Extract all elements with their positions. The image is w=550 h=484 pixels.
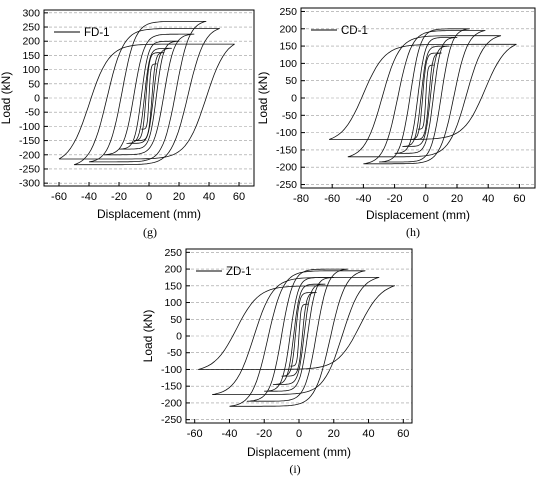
y-tick-label: -200 [161,397,182,409]
x-axis-title: Displacement (mm) [247,445,351,459]
panel-caption: (h) [406,225,420,239]
x-tick-label: -60 [187,428,203,440]
hysteresis-loop-3 [126,47,172,144]
legend-label: FD-1 [84,27,110,39]
x-tick-label: 40 [362,428,374,440]
hysteresis-loop-4 [118,40,180,150]
legend-label: CD-1 [341,25,368,37]
x-tick-label: 0 [296,428,302,440]
y-tick-label: 100 [22,64,40,76]
y-tick-label: 50 [285,75,297,87]
hysteresis-loop-7 [212,276,380,396]
y-tick-label: 200 [164,264,182,276]
y-tick-label: 300 [22,7,40,19]
y-tick-label: 50 [28,78,40,90]
y-tick-label: -200 [276,162,297,174]
chart-panel-1: -60 -40 -20 0 20 40 60-300-250-200-150-100-500… [0,7,255,239]
y-tick-label: 150 [22,50,40,62]
y-tick-label: 250 [22,22,40,34]
y-axis-title: Load (kN) [256,72,270,125]
y-tick-label: -100 [276,127,297,139]
x-tick-label: 60 [233,191,245,203]
hysteresis-loop-7 [73,28,220,166]
y-tick-label: -150 [276,144,297,156]
y-tick-label: -50 [25,107,40,119]
x-tick-label: 40 [482,193,494,205]
chart-panel-2: -80 -60 -40 -20 0 20 40 60-250-200-150-100-5005… [256,6,536,239]
y-tick-label: -100 [161,364,182,376]
y-tick-label: 0 [176,331,182,343]
y-tick-label: -50 [282,110,297,122]
y-tick-label: 200 [279,23,297,35]
y-tick-label: 150 [164,280,182,292]
y-tick-label: -300 [19,178,40,190]
legend-label: ZD-1 [226,266,252,278]
y-tick-label: 0 [291,93,297,105]
y-tick-label: -100 [19,121,40,133]
x-tick-label: 60 [513,193,525,205]
y-tick-label: 250 [164,247,182,259]
hysteresis-loop-6 [88,20,207,163]
y-tick-label: -250 [19,163,40,175]
hysteresis-loop-4 [394,37,458,154]
hysteresis-loop-6 [363,30,486,165]
chart-panel-3: -60 -40 -20 0 20 40 60-250-200-150-100-5005010… [141,247,413,476]
hysteresis-loop-8 [58,43,235,160]
hysteresis-loop-1 [141,63,157,130]
x-tick-label: -20 [387,193,403,205]
x-tick-label: -60 [324,193,340,205]
y-tick-label: 100 [164,297,182,309]
hysteresis-loop-2 [281,292,317,377]
x-tick-label: -20 [256,428,272,440]
y-tick-label: 250 [279,6,297,18]
y-tick-label: 50 [170,314,182,326]
x-axis-title: Displacement (mm) [97,207,201,221]
y-tick-label: -150 [19,135,40,147]
hysteresis-loop-6 [229,270,366,407]
x-tick-label: 20 [451,193,463,205]
x-tick-label: 20 [173,191,185,203]
hysteresis-loop-5 [378,28,470,163]
panel-caption: (g) [143,225,157,239]
x-tick-label: -60 [51,191,67,203]
hysteresis-loop-1 [290,303,309,367]
hysteresis-loop-5 [246,268,349,402]
y-tick-label: -200 [19,149,40,161]
panel-caption: (i) [289,462,300,476]
x-tick-label: -40 [355,193,371,205]
x-tick-label: 0 [146,191,152,203]
hysteresis-loop-3 [272,283,326,385]
y-tick-label: -250 [161,414,182,426]
x-tick-label: 40 [203,191,215,203]
x-tick-label: 60 [397,428,409,440]
y-tick-label: -250 [276,179,297,191]
x-tick-label: 20 [328,428,340,440]
y-axis-title: Load (kN) [141,310,155,363]
hysteresis-loop-2 [410,52,442,140]
x-tick-label: 0 [423,193,429,205]
x-axis-title: Displacement (mm) [366,208,470,222]
x-tick-label: -40 [81,191,97,203]
hysteresis-loop-5 [103,33,195,156]
hysteresis-loop-1 [417,64,435,130]
hysteresis-loop-7 [347,35,502,158]
y-tick-label: 150 [279,41,297,53]
y-tick-label: -150 [161,381,182,393]
hysteresis-loop-3 [402,45,450,147]
x-tick-label: -40 [222,428,238,440]
hysteresis-loop-8 [198,285,396,370]
x-tick-label: -80 [293,193,309,205]
y-tick-label: -50 [167,347,182,359]
hysteresis-loop-8 [328,43,517,140]
x-tick-label: -20 [111,191,127,203]
y-tick-label: 200 [22,36,40,48]
y-axis-title: Load (kN) [0,72,13,125]
y-tick-label: 100 [279,58,297,70]
y-tick-label: 0 [34,93,40,105]
